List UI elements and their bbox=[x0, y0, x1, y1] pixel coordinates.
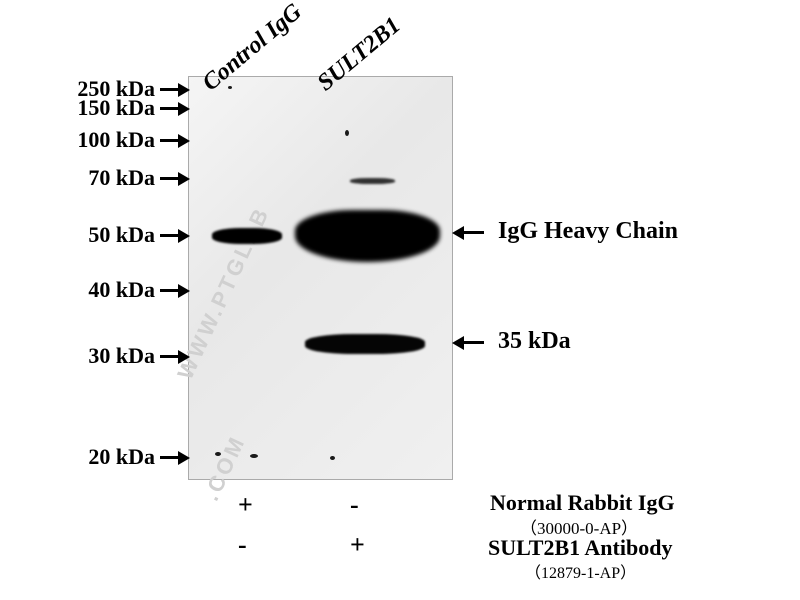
arrow-left-icon bbox=[462, 231, 484, 234]
mw-label: 100 kDa bbox=[77, 127, 155, 153]
figure-container: WWW.PTGLAB .COM 250 kDa150 kDa100 kDa70 … bbox=[0, 0, 800, 600]
arrow-right-icon bbox=[160, 88, 180, 91]
blot-speck bbox=[228, 86, 232, 89]
antibody-label: SULT2B1 Antibody bbox=[488, 535, 672, 561]
blot-band bbox=[295, 210, 440, 262]
mw-label: 150 kDa bbox=[77, 95, 155, 121]
arrow-right-icon bbox=[160, 456, 180, 459]
arrow-left-icon bbox=[462, 341, 484, 344]
band-annotation: 35 kDa bbox=[498, 328, 571, 355]
arrow-right-icon bbox=[160, 234, 180, 237]
lane-marker: - bbox=[350, 490, 359, 520]
band-annotation: IgG Heavy Chain bbox=[498, 218, 678, 245]
mw-label: 30 kDa bbox=[88, 343, 155, 369]
blot-speck bbox=[250, 454, 258, 458]
blot-speck bbox=[330, 456, 335, 460]
blot-speck bbox=[345, 130, 349, 136]
arrow-right-icon bbox=[160, 107, 180, 110]
lane-marker: - bbox=[238, 530, 247, 560]
mw-label: 50 kDa bbox=[88, 222, 155, 248]
blot-band bbox=[212, 228, 282, 244]
mw-label: 40 kDa bbox=[88, 277, 155, 303]
arrow-right-icon bbox=[160, 177, 180, 180]
mw-label: 20 kDa bbox=[88, 444, 155, 470]
antibody-label: Normal Rabbit IgG bbox=[490, 490, 675, 516]
arrow-right-icon bbox=[160, 355, 180, 358]
blot-band bbox=[305, 334, 425, 354]
lane-marker: + bbox=[238, 490, 253, 520]
arrow-right-icon bbox=[160, 139, 180, 142]
lane-marker: + bbox=[350, 530, 365, 560]
antibody-catalog: （12879-1-AP） bbox=[525, 559, 636, 583]
arrow-right-icon bbox=[160, 289, 180, 292]
blot-band bbox=[350, 178, 395, 184]
mw-label: 70 kDa bbox=[88, 165, 155, 191]
blot-speck bbox=[215, 452, 221, 456]
